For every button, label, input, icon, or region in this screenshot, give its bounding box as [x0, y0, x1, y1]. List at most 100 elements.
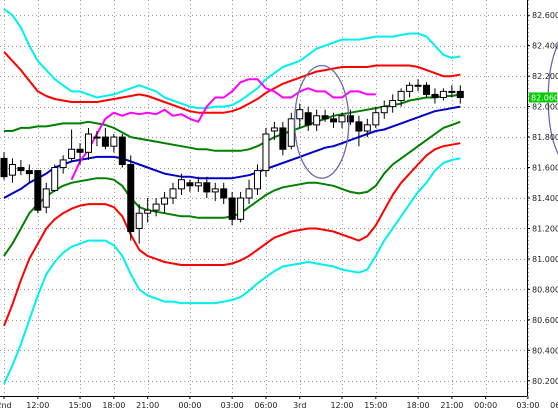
candle-body [313, 115, 321, 126]
candle [110, 134, 118, 153]
candle [296, 103, 304, 128]
candle [8, 158, 16, 183]
candle [330, 112, 338, 128]
candle [0, 152, 8, 180]
y-tick-label: 80.400 [532, 346, 558, 355]
x-tick-label: 21:00 [136, 401, 159, 410]
candle [152, 198, 160, 217]
candle [42, 182, 50, 214]
current-price-label: 82.060 [531, 93, 558, 102]
candle-body [406, 84, 414, 92]
x-tick-label: 15:00 [69, 401, 92, 410]
y-tick-label: 82.000 [532, 103, 558, 112]
candle-body [8, 163, 16, 176]
candle-body [93, 136, 101, 139]
candle [177, 173, 185, 195]
candle-body [262, 133, 270, 172]
candle [169, 182, 177, 205]
candle-body [194, 182, 202, 187]
candle-body [211, 188, 219, 193]
candle [211, 182, 219, 202]
candle-body [279, 127, 287, 150]
candle-body [372, 112, 380, 126]
candle [355, 115, 363, 147]
x-tick-label: 12:00 [330, 401, 353, 410]
candle-body [439, 90, 447, 98]
candle-body [118, 136, 126, 165]
candle [245, 179, 253, 205]
candle [144, 198, 152, 223]
y-tick-label: 80.200 [532, 377, 558, 386]
candle-body [59, 159, 67, 169]
candle [262, 127, 270, 177]
x-tick-label: 2nd [0, 401, 12, 410]
candle [194, 176, 202, 192]
series-line-6 [3, 157, 461, 385]
candle [346, 109, 354, 125]
series-line-7 [70, 78, 376, 181]
x-tick-label: 18:00 [407, 401, 430, 410]
y-tick-label: 80.800 [532, 285, 558, 294]
candle [380, 100, 388, 119]
candle-body [42, 188, 50, 208]
candle [439, 88, 447, 101]
candle [68, 129, 76, 162]
series-line-1 [3, 51, 461, 114]
candle-body [287, 118, 295, 147]
x-tick-label: 06:00 [254, 401, 277, 410]
candle-body [152, 203, 160, 211]
candle-body [304, 112, 312, 126]
x-tick-label: 21:00 [440, 401, 463, 410]
candle [25, 164, 33, 183]
candle-body [220, 188, 228, 199]
candle [414, 79, 422, 92]
candle [186, 179, 194, 192]
candle-body [270, 127, 278, 132]
candle-body [25, 170, 33, 175]
candle [279, 121, 287, 156]
candle-body [68, 148, 76, 159]
series-line-0 [3, 8, 461, 110]
candle-body [177, 179, 185, 190]
candle [389, 94, 397, 113]
candle-body [346, 115, 354, 123]
candle [372, 106, 380, 128]
candle-body [397, 90, 405, 102]
candle [51, 164, 59, 192]
candle-body [448, 90, 456, 93]
candle [228, 191, 236, 226]
candle [101, 127, 109, 150]
x-tick-label: 15:00 [364, 401, 387, 410]
candle [423, 82, 430, 98]
candle-body [363, 124, 371, 132]
candle [254, 164, 261, 195]
plot-background [0, 0, 527, 396]
candle [85, 127, 92, 160]
candle-body [380, 106, 388, 114]
candle-body [389, 100, 397, 108]
x-tick-label: 03:00 [516, 401, 539, 410]
candle-body [34, 170, 42, 211]
candle-body [127, 163, 135, 233]
candle-body [17, 167, 25, 172]
candle [161, 191, 169, 214]
candle [118, 134, 126, 168]
y-tick-label: 82.600 [532, 11, 558, 20]
candle [93, 130, 101, 147]
candle [456, 85, 464, 104]
candle [397, 88, 405, 107]
candle [203, 176, 211, 198]
candle [338, 112, 346, 128]
x-tick-label: 00:00 [178, 401, 201, 410]
candle-body [169, 188, 177, 199]
x-tick-label: 06:00 [550, 401, 558, 410]
candle [135, 204, 143, 244]
candle-body [423, 84, 430, 95]
y-tick-label: 80.600 [532, 316, 558, 325]
candle [287, 112, 295, 150]
y-tick-label: 81.200 [532, 224, 558, 233]
candle [127, 155, 135, 241]
candle [270, 121, 278, 141]
